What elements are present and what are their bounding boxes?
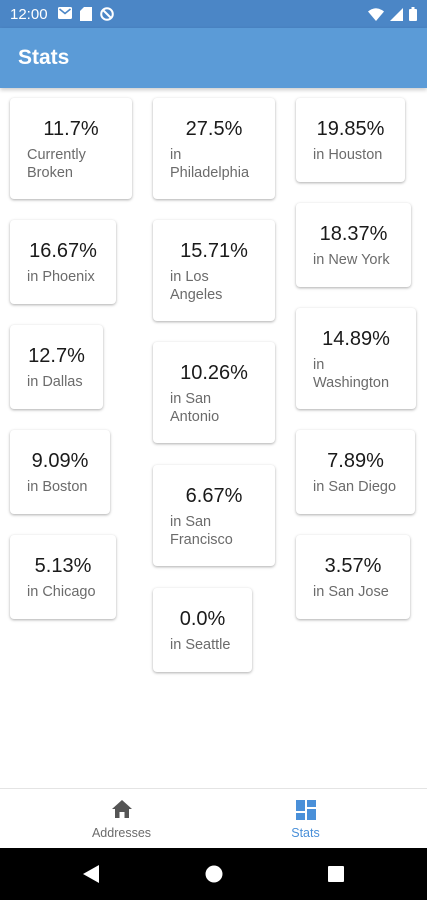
stat-label: in Los Angeles bbox=[170, 269, 223, 303]
stat-label: Currently Broken bbox=[27, 147, 86, 181]
stat-card: 16.67% in Phoenix bbox=[10, 220, 116, 304]
stat-card: 10.26% in San Antonio bbox=[153, 342, 275, 443]
stat-percent: 19.85% bbox=[316, 118, 385, 140]
stat-label: in Washington bbox=[313, 357, 390, 391]
stat-card: 5.13% in Chicago bbox=[10, 535, 116, 619]
battery-icon bbox=[409, 7, 417, 21]
status-icons-left bbox=[58, 7, 114, 21]
stat-card: 0.0% in Seattle bbox=[153, 588, 252, 672]
home-icon bbox=[111, 799, 133, 824]
wifi-icon bbox=[368, 7, 384, 21]
stat-label: in Philadelphia bbox=[170, 147, 250, 181]
stat-percent: 11.7% bbox=[43, 118, 99, 140]
stat-label: in Houston bbox=[313, 147, 383, 163]
stat-card: 19.85% in Houston bbox=[296, 98, 405, 182]
status-bar: 12:00 bbox=[0, 0, 427, 28]
nav-addresses[interactable]: Addresses bbox=[15, 789, 228, 849]
stat-label: in New York bbox=[313, 252, 390, 268]
stat-percent: 10.26% bbox=[180, 362, 248, 384]
stat-card: 7.89% in San Diego bbox=[296, 430, 415, 514]
status-icons-right bbox=[368, 7, 417, 21]
status-time: 12:00 bbox=[10, 6, 48, 23]
nav-addresses-label: Addresses bbox=[91, 826, 152, 840]
page-title: Stats bbox=[18, 46, 70, 69]
home-button-icon[interactable] bbox=[205, 865, 223, 888]
stat-percent: 18.37% bbox=[319, 223, 388, 245]
system-nav-bar bbox=[0, 848, 427, 900]
stat-percent: 5.13% bbox=[34, 555, 92, 577]
stat-label: in Phoenix bbox=[27, 269, 95, 285]
stat-label: in Boston bbox=[27, 479, 88, 495]
stat-percent: 6.67% bbox=[185, 485, 243, 507]
stat-percent: 27.5% bbox=[185, 118, 243, 140]
sd-card-icon bbox=[80, 7, 92, 21]
stat-label: in San Antonio bbox=[170, 391, 220, 425]
nav-stats[interactable]: Stats bbox=[199, 789, 412, 849]
stat-card: 27.5% in Philadelphia bbox=[153, 98, 275, 199]
stat-card: 3.57% in San Jose bbox=[296, 535, 410, 619]
stat-card: 12.7% in Dallas bbox=[10, 325, 103, 409]
stat-card: 14.89% in Washington bbox=[296, 308, 416, 409]
stat-card: 6.67% in San Francisco bbox=[153, 465, 275, 566]
stat-percent: 16.67% bbox=[29, 240, 97, 262]
back-icon[interactable] bbox=[82, 864, 100, 889]
stat-percent: 14.89% bbox=[322, 328, 390, 350]
nav-stats-label: Stats bbox=[291, 826, 320, 840]
stat-label: in Dallas bbox=[27, 374, 83, 390]
stat-card: 18.37% in New York bbox=[296, 203, 411, 287]
stat-label: in Seattle bbox=[170, 637, 231, 653]
signal-icon bbox=[390, 7, 403, 21]
stats-grid: 11.7% Currently Broken 16.67% in Phoenix… bbox=[0, 88, 427, 788]
recents-icon[interactable] bbox=[328, 866, 344, 887]
stat-percent: 0.0% bbox=[179, 608, 226, 630]
stat-label: in San Jose bbox=[313, 584, 389, 600]
stat-percent: 7.89% bbox=[327, 450, 384, 472]
app-bar: Stats bbox=[0, 28, 427, 88]
mail-icon bbox=[58, 7, 72, 21]
stat-card: 15.71% in Los Angeles bbox=[153, 220, 275, 321]
sync-disabled-icon bbox=[100, 7, 114, 21]
stat-percent: 9.09% bbox=[31, 450, 89, 472]
stat-card: 11.7% Currently Broken bbox=[10, 98, 132, 199]
stat-label: in San Francisco bbox=[170, 514, 233, 548]
bottom-nav: Addresses Stats bbox=[0, 788, 427, 849]
stat-card: 9.09% in Boston bbox=[10, 430, 110, 514]
dashboard-icon bbox=[295, 799, 317, 826]
stat-percent: 15.71% bbox=[180, 240, 248, 262]
stat-percent: 12.7% bbox=[28, 345, 85, 367]
stat-label: in Chicago bbox=[27, 584, 96, 600]
stat-percent: 3.57% bbox=[324, 555, 382, 577]
stat-label: in San Diego bbox=[313, 479, 397, 495]
